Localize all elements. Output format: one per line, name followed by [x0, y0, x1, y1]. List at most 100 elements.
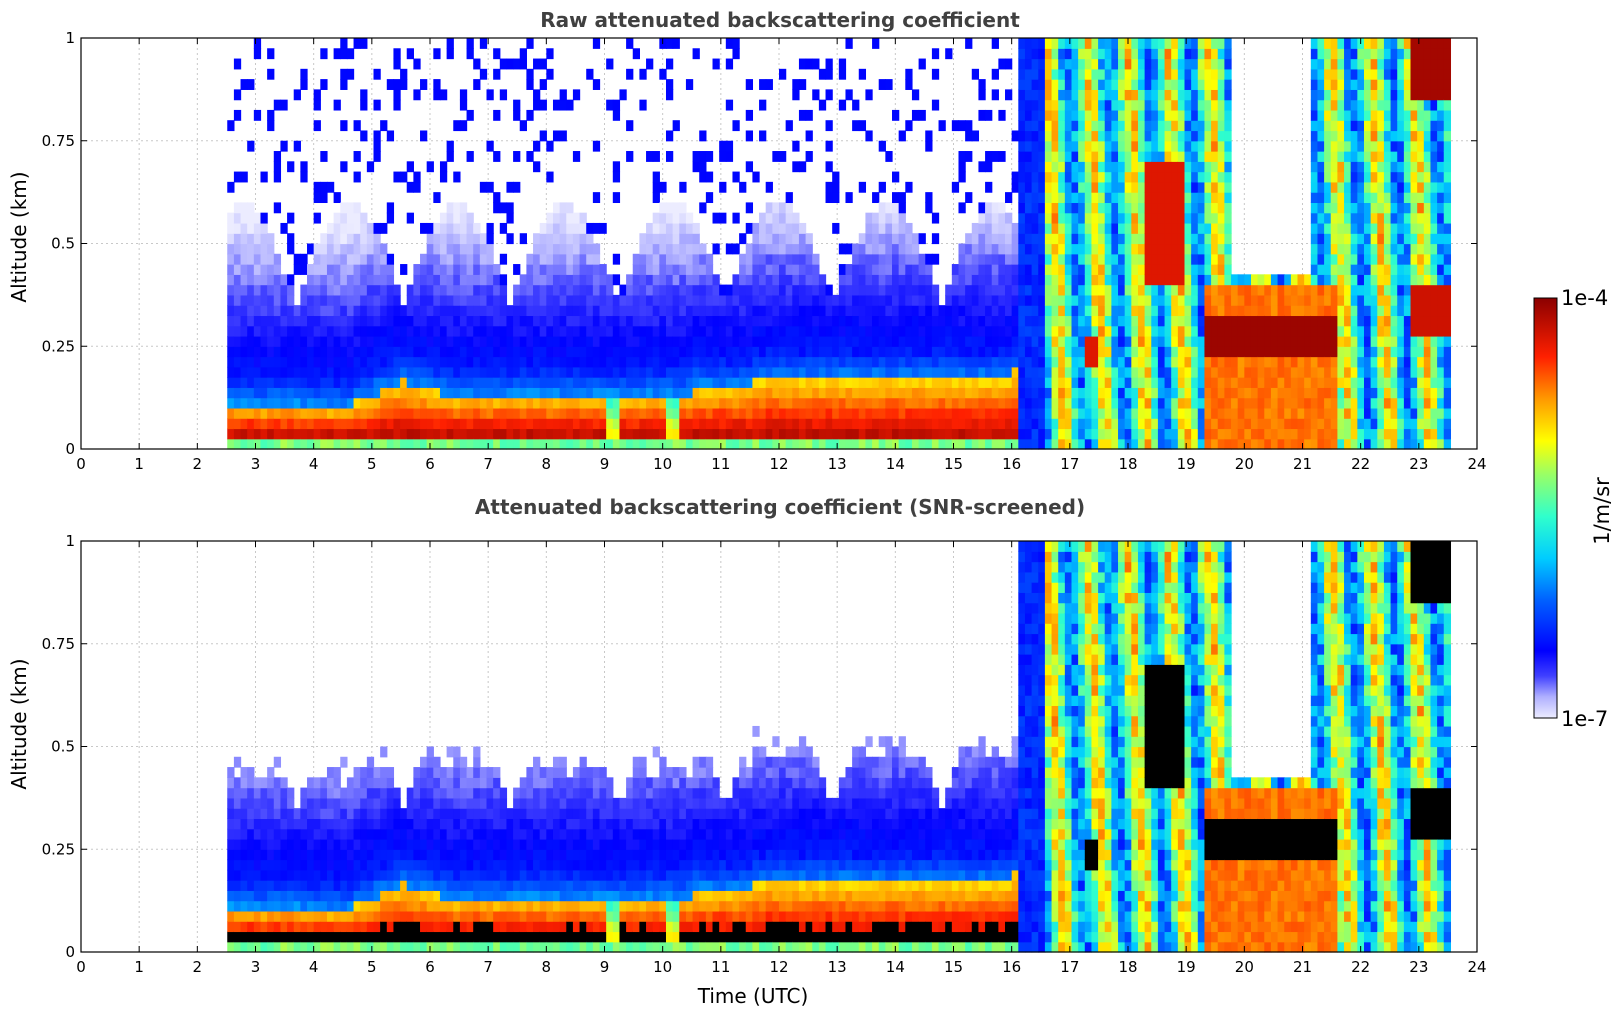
- data-cell: [586, 366, 594, 378]
- data-cell: [240, 387, 248, 399]
- data-cell: [938, 387, 946, 399]
- data-cell: [439, 346, 448, 358]
- data-cell: [1357, 202, 1365, 214]
- data-cell: [572, 233, 581, 245]
- data-cell: [798, 161, 807, 173]
- data-cell: [958, 274, 966, 286]
- data-cell: [459, 99, 468, 111]
- data-cell: [632, 346, 640, 358]
- data-cell: [233, 294, 242, 306]
- data-cell: [1337, 428, 1345, 440]
- data-cell: [1410, 305, 1418, 317]
- data-cell: [273, 366, 282, 378]
- data-cell: [905, 284, 913, 296]
- data-cell: [699, 161, 707, 173]
- data-cell: [599, 387, 607, 399]
- data-cell: [446, 233, 454, 245]
- data-cell: [991, 212, 999, 224]
- data-cell: [420, 130, 428, 142]
- data-cell: [1317, 325, 1325, 337]
- data-cell: [1151, 130, 1159, 142]
- data-cell: [1410, 366, 1418, 378]
- data-cell: [1144, 222, 1152, 234]
- data-cell: [1111, 253, 1119, 265]
- data-cell: [712, 377, 720, 388]
- data-cell: [652, 335, 660, 347]
- data-cell: [1191, 120, 1199, 132]
- data-cell: [885, 253, 893, 265]
- data-cell: [1078, 294, 1086, 306]
- data-cell: [293, 397, 301, 409]
- data-cell: [579, 274, 587, 286]
- data-cell: [1410, 325, 1418, 337]
- data-cell: [1184, 109, 1192, 121]
- data-cell: [1031, 99, 1039, 111]
- data-cell: [885, 315, 893, 327]
- data-cell: [1018, 243, 1026, 255]
- data-cell: [353, 305, 361, 317]
- data-cell: [1098, 233, 1106, 245]
- data-cell: [659, 407, 667, 419]
- data-cell: [420, 387, 428, 399]
- data-cell: [506, 428, 514, 440]
- data-cell: [1297, 418, 1305, 430]
- data-cell: [420, 407, 428, 419]
- data-cell: [566, 387, 574, 399]
- data-cell: [360, 438, 368, 450]
- data-cell: [473, 397, 481, 409]
- data-cell: [1390, 407, 1398, 419]
- data-cell: [665, 346, 674, 358]
- data-cell: [539, 356, 547, 368]
- data-cell: [280, 377, 288, 388]
- data-cell: [1357, 181, 1365, 193]
- data-cell: [878, 79, 886, 90]
- data-cell: [1297, 274, 1305, 286]
- data-cell: [1290, 407, 1299, 419]
- data-cell: [1257, 428, 1265, 440]
- data-cell: [227, 407, 235, 419]
- data-cell: [626, 284, 634, 296]
- data-cell: [712, 407, 720, 419]
- data-cell: [732, 366, 740, 378]
- data-cell: [1131, 89, 1139, 101]
- data-cell: [1277, 397, 1285, 409]
- data-cell: [1171, 89, 1179, 101]
- data-cell: [911, 377, 920, 388]
- data-cell: [433, 294, 441, 306]
- data-cell: [739, 233, 747, 245]
- data-cell: [798, 387, 807, 399]
- data-cell: [1124, 356, 1132, 368]
- data-cell: [745, 407, 754, 419]
- data-cell: [320, 387, 328, 399]
- data-cell: [898, 202, 906, 214]
- data-cell: [1164, 387, 1172, 399]
- data-cell: [685, 377, 694, 388]
- data-cell: [1124, 99, 1132, 111]
- data-cell: [938, 428, 946, 440]
- data-cell: [1330, 407, 1338, 419]
- data-cell: [1217, 151, 1225, 162]
- data-cell: [572, 264, 581, 275]
- data-cell: [1058, 120, 1066, 132]
- data-cell: [1084, 68, 1093, 80]
- data-cell: [579, 233, 587, 245]
- data-cell: [1363, 38, 1372, 49]
- data-cell: [798, 438, 807, 450]
- data-cell: [832, 407, 840, 419]
- data-cell: [945, 428, 953, 440]
- data-cell: [453, 202, 461, 214]
- data-cell: [559, 407, 567, 419]
- data-cell: [626, 346, 634, 358]
- data-cell: [1124, 192, 1132, 204]
- data-cell: [785, 120, 793, 132]
- data-cell: [1390, 202, 1398, 214]
- data-cell: [1310, 366, 1319, 378]
- data-cell: [273, 274, 282, 286]
- data-cell: [1164, 99, 1172, 111]
- data-cell: [765, 212, 773, 224]
- data-cell: [1118, 243, 1126, 255]
- data-cell: [1224, 171, 1232, 183]
- data-cell: [1044, 438, 1053, 450]
- data-cell: [918, 335, 926, 347]
- data-cell: [1224, 377, 1232, 388]
